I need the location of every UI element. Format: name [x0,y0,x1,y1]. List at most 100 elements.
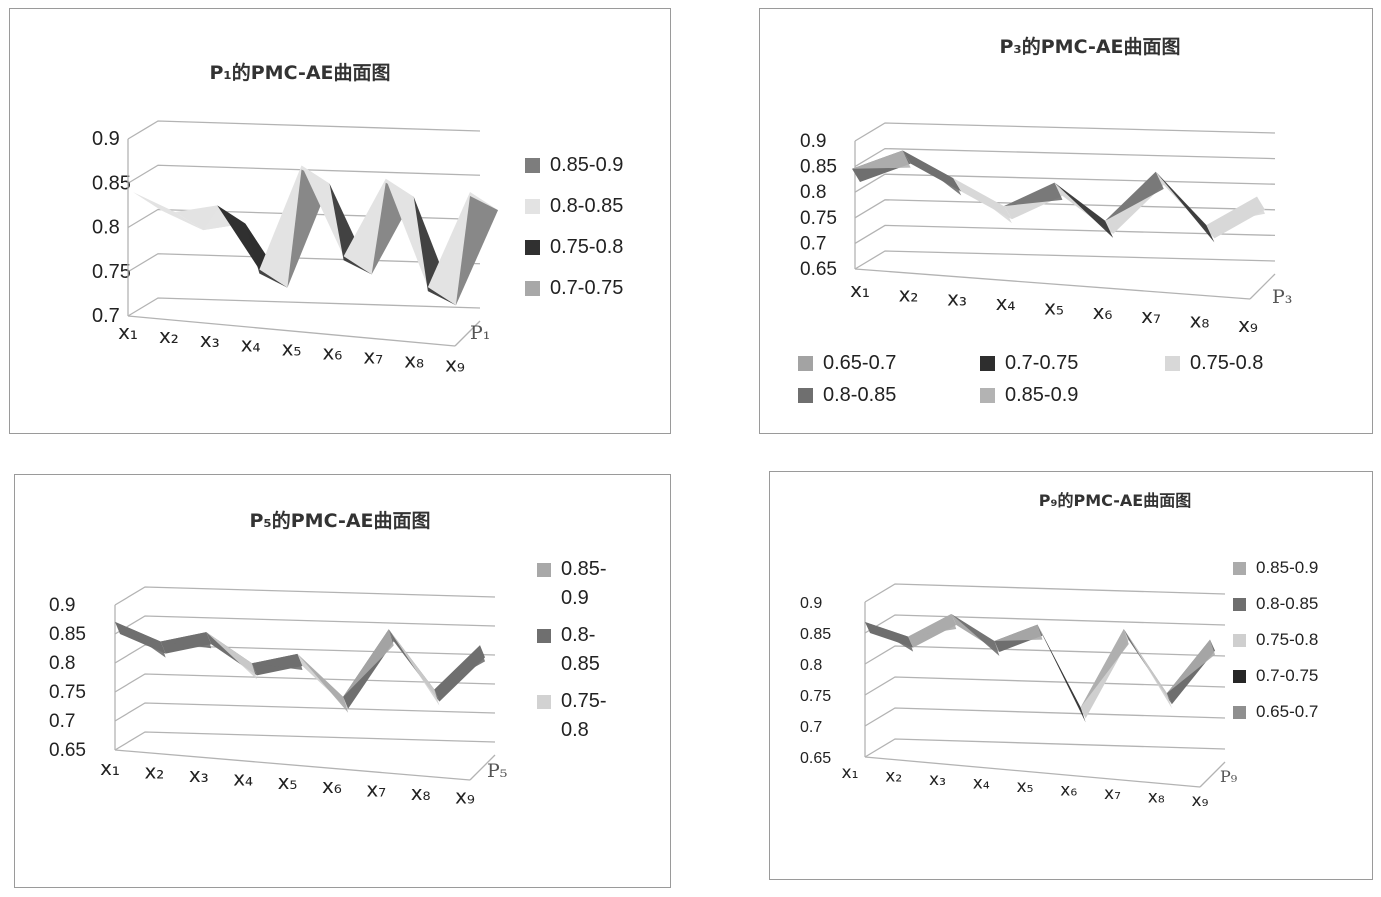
legend-label: 0.65-0.7 [823,352,896,374]
surface-facet [1080,629,1129,708]
x-tick-label: x₉ [445,353,465,377]
gridline [864,738,1226,758]
legend-label: 0.7-0.75 [550,277,623,299]
y-tick-label: 0.8 [92,217,120,239]
x-tick-label: x₇ [366,777,386,801]
x-tick-label: x₆ [322,774,342,798]
y-tick-label: 0.8 [800,182,826,203]
chart-title: P₉的PMC-AE曲面图 [1039,491,1191,510]
depth-line [454,320,481,347]
legend-swatch [525,281,540,296]
gridline [114,586,496,606]
x-tick-label: x₅ [1017,777,1034,797]
x-tick-label: x₆ [1060,781,1077,801]
x-tick-label: x₂ [885,767,902,787]
depth-line [1249,273,1276,300]
gridline [864,583,1226,603]
surface-facet [161,210,204,231]
gridline [854,250,1276,270]
gridline [864,614,1226,634]
x-tick-label: x₂ [899,282,919,306]
x-tick-label: x₁ [850,278,870,302]
surface-facet [434,645,485,690]
surface-facet [343,629,394,697]
depth-axis-label: P₉ [1220,767,1238,786]
chart-panel-p9: P₉的PMC-AE曲面图 0.9 0.85 0.8 0.75 0.7 0.65 x₁ x₂ x₃ x… [769,471,1373,880]
surface-facet [1206,196,1265,226]
legend-label: 0.8-0.85 [823,384,896,406]
x-tick-label: x₇ [1141,304,1161,328]
y-tick-label: 0.85 [800,626,831,643]
gridline [854,199,1276,219]
legend-swatch [1165,356,1180,371]
surface-facet [902,150,962,196]
surface-facet [206,632,257,680]
legend-swatch [1233,706,1246,719]
surface-facet [1155,171,1215,243]
y-tick-label: 0.9 [800,131,826,152]
surface-facet [413,196,456,306]
gridline [864,645,1226,665]
gridline [114,731,496,751]
surface-facet [160,632,212,649]
depth-axis-label: P₁ [470,322,490,344]
chart-p9: P₉的PMC-AE曲面图 0.9 0.85 0.8 0.75 0.7 0.65 x₁ x₂ x₃ x… [800,491,1318,811]
legend-swatch [1233,562,1246,575]
surface-facet [852,150,911,169]
surface-facet [1105,171,1164,221]
y-tick-label: 0.85 [92,172,131,194]
y-tick-label: 0.9 [92,128,120,150]
legend-label: 0.85-0.9 [1256,558,1318,577]
legend-swatch [525,199,540,214]
x-tick-label: x₄ [996,291,1016,315]
chart-panel-p3: P₃的PMC-AE曲面图 0.9 0.85 0.8 0.75 0.7 0.65 x₁ x₂ x₃ x… [759,8,1373,434]
surface-facet [251,653,303,670]
chart-panel-p5: P₅的PMC-AE曲面图 0.9 0.85 0.8 0.75 0.7 0.65 x₁ x₂ x₃ x… [14,474,671,888]
x-tick-label: x₃ [947,287,967,311]
chart-title: P₃的PMC-AE曲面图 [999,35,1180,58]
legend-swatch [525,158,540,173]
x-tick-label: x₃ [200,328,220,352]
x-tick-label: x₆ [322,340,342,364]
surface-facet [133,192,204,231]
gridline [127,297,481,317]
x-tick-label: x₃ [189,763,209,787]
legend-label: 0.65-0.7 [1256,702,1318,721]
y-tick-label: 0.75 [800,208,837,229]
legend-swatch [525,240,540,255]
x-tick-label: x₆ [1093,300,1113,324]
surface-facet [908,614,957,637]
chart-p5: P₅的PMC-AE曲面图 0.9 0.85 0.8 0.75 0.7 0.65 x₁ x₂ x₃ x… [49,509,607,808]
y-tick-label: 0.65 [800,750,831,767]
x-tick-label: x₉ [1238,313,1258,337]
y-tick-label: 0.9 [49,595,75,616]
y-tick-label: 0.7 [92,305,120,327]
surface-facet [1123,629,1172,709]
x-tick-label: x₁ [842,763,859,783]
depth-line [1199,761,1226,788]
x-tick-label: x₄ [241,332,261,356]
x-tick-label: x₄ [233,767,253,791]
legend-swatch [798,388,813,403]
surface-facet [994,624,1043,641]
y-tick-label: 0.75 [800,688,831,705]
x-tick-label: x₁ [100,756,120,780]
surface-facet [388,629,440,706]
y-tick-label: 0.85 [49,624,86,645]
legend-label: 0.75-0.8 [1190,352,1263,374]
y-tick-label: 0.65 [49,740,86,761]
x-tick-label: x₁ [118,320,138,344]
chart-p1: P₁的PMC-AE曲面图 0.9 0.85 0.8 0.75 0.7x₁ x₂ x₃ x₄ x₅ x… [92,61,623,377]
legend-swatch [1233,598,1246,611]
floor-line [127,315,456,347]
x-tick-label: x₈ [1190,309,1210,333]
x-tick-label: x₂ [144,760,164,784]
surface-facet [1003,182,1063,207]
gridline [854,147,1276,168]
x-tick-label: x₈ [411,781,431,805]
y-tick-label: 0.8 [800,657,822,674]
legend-label: 0.8-0.85 [1256,594,1318,613]
y-tick-label: 0.8 [49,653,75,674]
y-tick-label: 0.7 [800,233,826,254]
depth-axis-label: P₅ [487,760,507,782]
